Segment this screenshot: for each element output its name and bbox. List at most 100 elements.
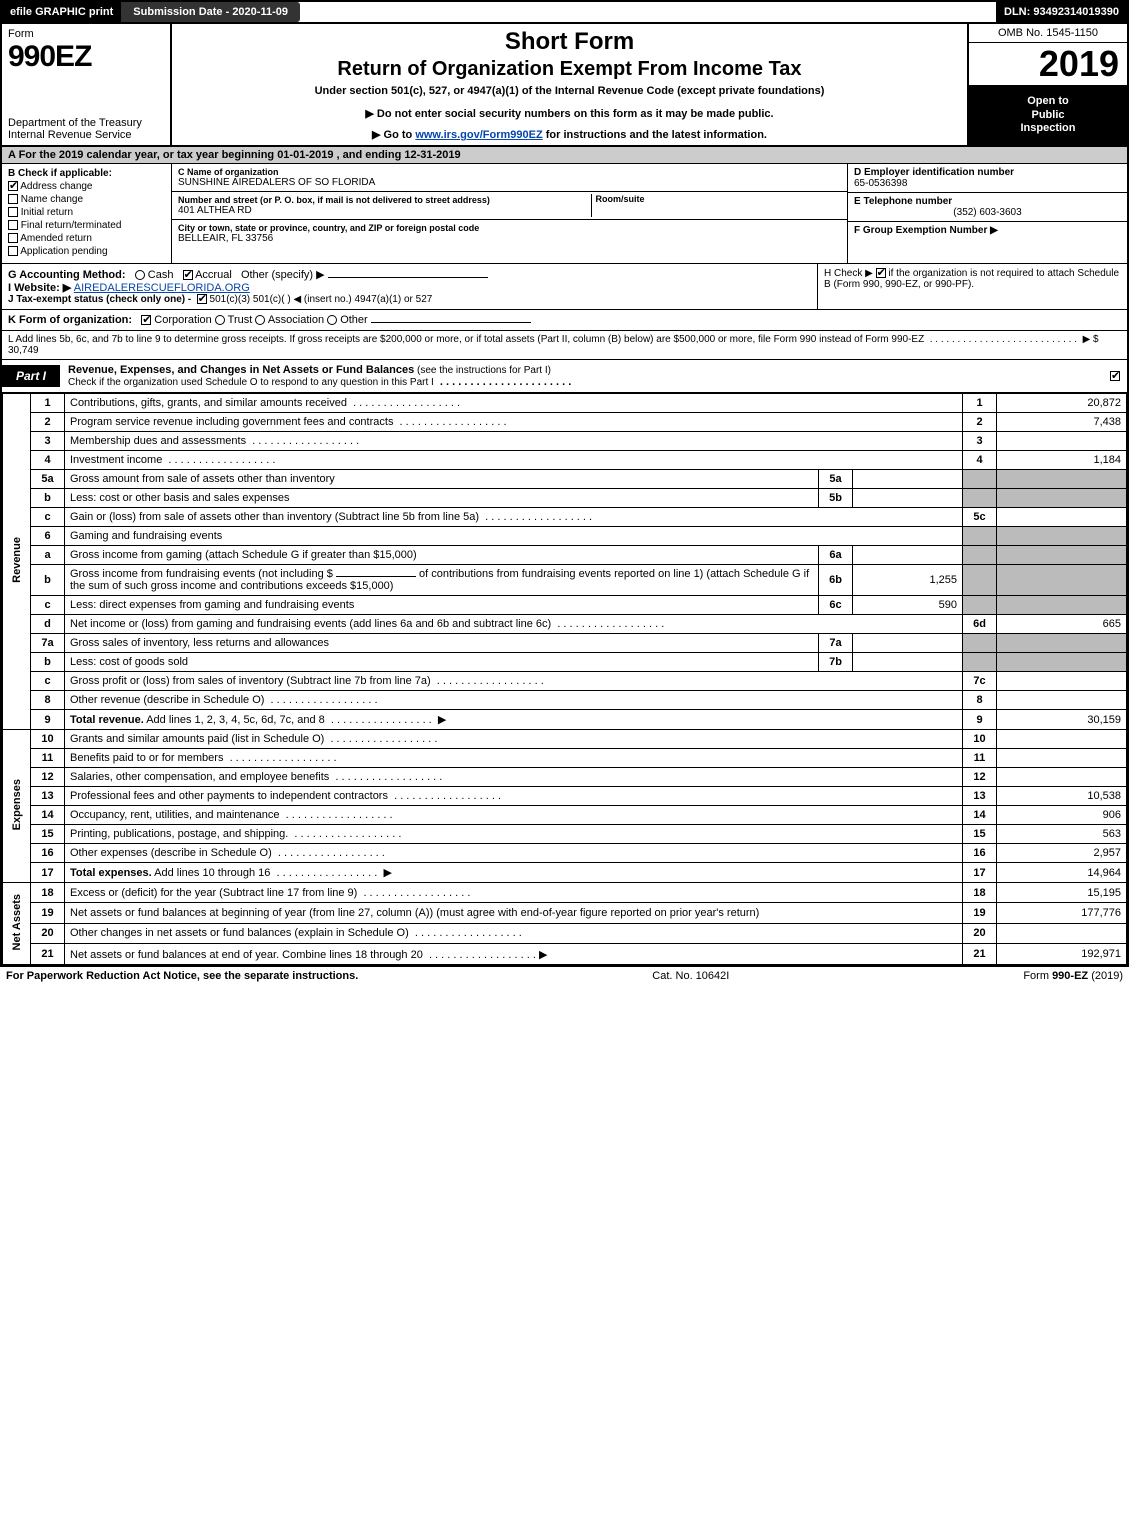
sub-line-value: 1,255 — [853, 565, 963, 596]
col-number-shaded — [963, 546, 997, 565]
gross-receipts-value: 30,749 — [8, 345, 39, 356]
line-row: Expenses10Grants and similar amounts pai… — [3, 730, 1127, 749]
irs-link[interactable]: www.irs.gov/Form990EZ — [415, 129, 542, 141]
line-desc: Membership dues and assessments . . . . … — [65, 432, 963, 451]
box-d: D Employer identification number 65-0536… — [848, 164, 1127, 193]
k-option-corporation[interactable] — [141, 315, 151, 325]
other-specify-input[interactable] — [328, 277, 488, 278]
form-header: Form 990EZ Department of the Treasury In… — [2, 24, 1127, 147]
col-number: 12 — [963, 768, 997, 787]
k-option-association[interactable] — [255, 315, 265, 325]
line-desc: Gross amount from sale of assets other t… — [65, 470, 819, 489]
line-desc: Gross income from gaming (attach Schedul… — [65, 546, 819, 565]
sub-line-number: 7a — [819, 634, 853, 653]
line-number: b — [31, 653, 65, 672]
501c3-checkbox[interactable] — [197, 294, 207, 304]
box-b-checkbox[interactable] — [8, 207, 18, 217]
line-row: 15Printing, publications, postage, and s… — [3, 825, 1127, 844]
top-bar: efile GRAPHIC print Submission Date - 20… — [2, 2, 1127, 24]
part-1-table: Revenue1Contributions, gifts, grants, an… — [2, 393, 1127, 965]
website-link[interactable]: AIREDALERESCUEFLORIDA.ORG — [74, 282, 250, 294]
col-number-shaded — [963, 470, 997, 489]
line-number: 15 — [31, 825, 65, 844]
form-version: Form 990-EZ (2019) — [1023, 970, 1123, 982]
col-value: 10,538 — [997, 787, 1127, 806]
line-number: 17 — [31, 863, 65, 883]
col-number-shaded — [963, 634, 997, 653]
line-desc: Less: cost of goods sold — [65, 653, 819, 672]
box-b-checkbox[interactable] — [8, 220, 18, 230]
sub-line-value: 590 — [853, 596, 963, 615]
col-number-shaded — [963, 653, 997, 672]
accrual-checkbox[interactable] — [183, 270, 193, 280]
col-value: 563 — [997, 825, 1127, 844]
line-row: 12Salaries, other compensation, and empl… — [3, 768, 1127, 787]
part1-schedule-o-checkbox[interactable] — [1110, 371, 1120, 381]
k-other-input[interactable] — [371, 322, 531, 323]
box-b-item-label: Amended return — [18, 233, 92, 244]
org-name: SUNSHINE AIREDALERS OF SO FLORIDA — [178, 177, 841, 188]
line-desc: Excess or (deficit) for the year (Subtra… — [65, 883, 963, 903]
col-value-shaded — [997, 653, 1127, 672]
box-b-label: B Check if applicable: — [8, 168, 165, 179]
col-value: 192,971 — [997, 944, 1127, 965]
cash-radio[interactable] — [135, 270, 145, 280]
schedule-b-checkbox[interactable] — [876, 268, 886, 278]
box-e: E Telephone number (352) 603-3603 — [848, 193, 1127, 222]
col-value-shaded — [997, 634, 1127, 653]
box-b-checkbox[interactable] — [8, 233, 18, 243]
col-value-shaded — [997, 596, 1127, 615]
box-c-street: Number and street (or P. O. box, if mail… — [172, 192, 847, 220]
k-option-other[interactable] — [327, 315, 337, 325]
line-row: 17Total expenses. Add lines 10 through 1… — [3, 863, 1127, 883]
line-desc: Grants and similar amounts paid (list in… — [65, 730, 963, 749]
line-row: bLess: cost or other basis and sales exp… — [3, 489, 1127, 508]
line-l: L Add lines 5b, 6c, and 7b to line 9 to … — [2, 331, 1127, 360]
col-value — [997, 749, 1127, 768]
line-row: Revenue1Contributions, gifts, grants, an… — [3, 394, 1127, 413]
line-row: cGain or (loss) from sale of assets othe… — [3, 508, 1127, 527]
section-label-revenue: Revenue — [3, 394, 31, 730]
box-b-checkbox[interactable] — [8, 246, 18, 256]
line-number: d — [31, 615, 65, 634]
page-footer: For Paperwork Reduction Act Notice, see … — [0, 967, 1129, 985]
efile-label[interactable]: efile GRAPHIC print — [2, 2, 121, 22]
col-value — [997, 432, 1127, 451]
line-desc: Gain or (loss) from sale of assets other… — [65, 508, 963, 527]
k-option-trust[interactable] — [215, 315, 225, 325]
line-number: 20 — [31, 923, 65, 943]
line-row: 14Occupancy, rent, utilities, and mainte… — [3, 806, 1127, 825]
col-value: 1,184 — [997, 451, 1127, 470]
col-number: 3 — [963, 432, 997, 451]
line-number: b — [31, 489, 65, 508]
form-word: Form — [8, 28, 164, 40]
dept-treasury: Department of the Treasury — [8, 117, 164, 129]
sub-line-value — [853, 653, 963, 672]
box-b-checkbox[interactable] — [8, 194, 18, 204]
line-desc: Net assets or fund balances at end of ye… — [65, 944, 963, 965]
line-row: Net Assets18Excess or (deficit) for the … — [3, 883, 1127, 903]
title-short-form: Short Form — [180, 28, 959, 56]
line-desc: Gaming and fundraising events — [65, 527, 963, 546]
section-label-netassets: Net Assets — [3, 883, 31, 965]
line-number: 11 — [31, 749, 65, 768]
line-row: 20Other changes in net assets or fund ba… — [3, 923, 1127, 943]
box-b-item: Name change — [8, 194, 165, 205]
line-number: 6 — [31, 527, 65, 546]
submission-date: Submission Date - 2020-11-09 — [121, 2, 300, 22]
col-number: 15 — [963, 825, 997, 844]
box-b-checkbox[interactable] — [8, 181, 18, 191]
line-number: 13 — [31, 787, 65, 806]
col-number: 4 — [963, 451, 997, 470]
box-b-item: Application pending — [8, 246, 165, 257]
ein-value: 65-0536398 — [854, 178, 1121, 189]
col-value — [997, 923, 1127, 943]
tax-period: A For the 2019 calendar year, or tax yea… — [2, 147, 1127, 164]
col-number: 11 — [963, 749, 997, 768]
col-number: 19 — [963, 903, 997, 923]
col-value: 20,872 — [997, 394, 1127, 413]
city-state-zip: BELLEAIR, FL 33756 — [178, 233, 841, 244]
line-number: 12 — [31, 768, 65, 787]
part-1-tag: Part I — [2, 365, 60, 387]
line-desc: Other revenue (describe in Schedule O) .… — [65, 691, 963, 710]
